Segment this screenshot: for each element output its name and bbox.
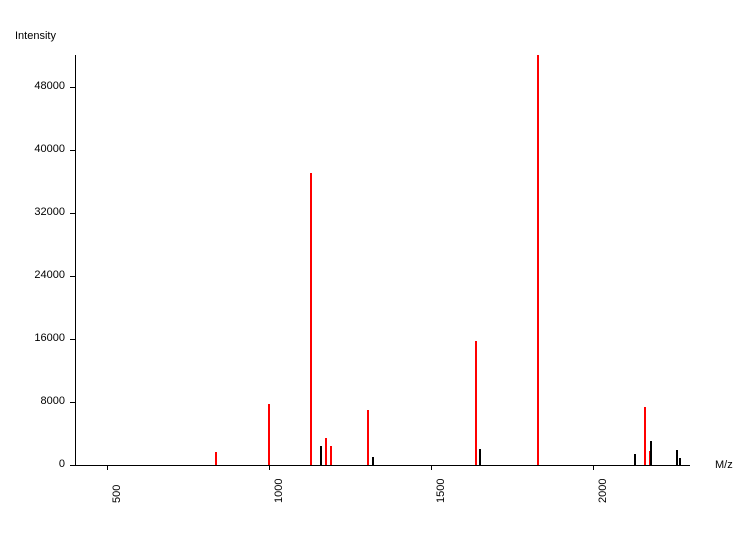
- mass-spectrum-chart: Intensity M/z 0 8000 16000 24000 32000 40000 4…: [0, 0, 750, 540]
- black-peaks-peak: [479, 449, 481, 465]
- y-tick-label: 40000: [0, 143, 65, 155]
- black-peaks-peak: [372, 457, 374, 465]
- red-peaks-peak: [367, 410, 369, 465]
- y-tick-label: 48000: [0, 80, 65, 92]
- x-tick: [431, 465, 432, 470]
- red-peaks-peak: [215, 452, 217, 465]
- y-tick: [70, 402, 75, 403]
- red-peaks-peak: [644, 407, 646, 465]
- y-tick: [70, 276, 75, 277]
- red-peaks-peak: [537, 55, 539, 465]
- black-peaks-peak: [676, 450, 678, 465]
- y-tick-label: 24000: [0, 269, 65, 281]
- x-axis-title: M/z: [715, 459, 733, 471]
- x-tick: [107, 465, 108, 470]
- red-peaks-peak: [475, 341, 477, 465]
- y-tick-label: 0: [0, 458, 65, 470]
- black-peaks-peak: [320, 446, 322, 465]
- black-peaks-peak: [650, 441, 652, 465]
- red-peaks-peak: [325, 438, 327, 465]
- red-peaks-peak: [310, 173, 312, 465]
- x-tick-label: 500: [111, 485, 123, 503]
- x-axis: [75, 465, 690, 466]
- y-tick: [70, 213, 75, 214]
- y-tick: [70, 465, 75, 466]
- red-peaks-peak: [268, 404, 270, 466]
- black-peaks-peak: [679, 458, 681, 465]
- x-tick-label: 2000: [597, 479, 609, 503]
- y-tick: [70, 150, 75, 151]
- x-tick: [593, 465, 594, 470]
- x-tick: [269, 465, 270, 470]
- y-tick: [70, 339, 75, 340]
- y-tick-label: 16000: [0, 332, 65, 344]
- y-tick-label: 8000: [0, 395, 65, 407]
- y-tick-label: 32000: [0, 206, 65, 218]
- y-axis: [75, 55, 76, 465]
- x-tick-label: 1000: [273, 479, 285, 503]
- y-tick: [70, 87, 75, 88]
- black-peaks-peak: [634, 454, 636, 465]
- x-tick-label: 1500: [435, 479, 447, 503]
- y-axis-title: Intensity: [15, 30, 56, 42]
- red-peaks-peak: [330, 446, 332, 465]
